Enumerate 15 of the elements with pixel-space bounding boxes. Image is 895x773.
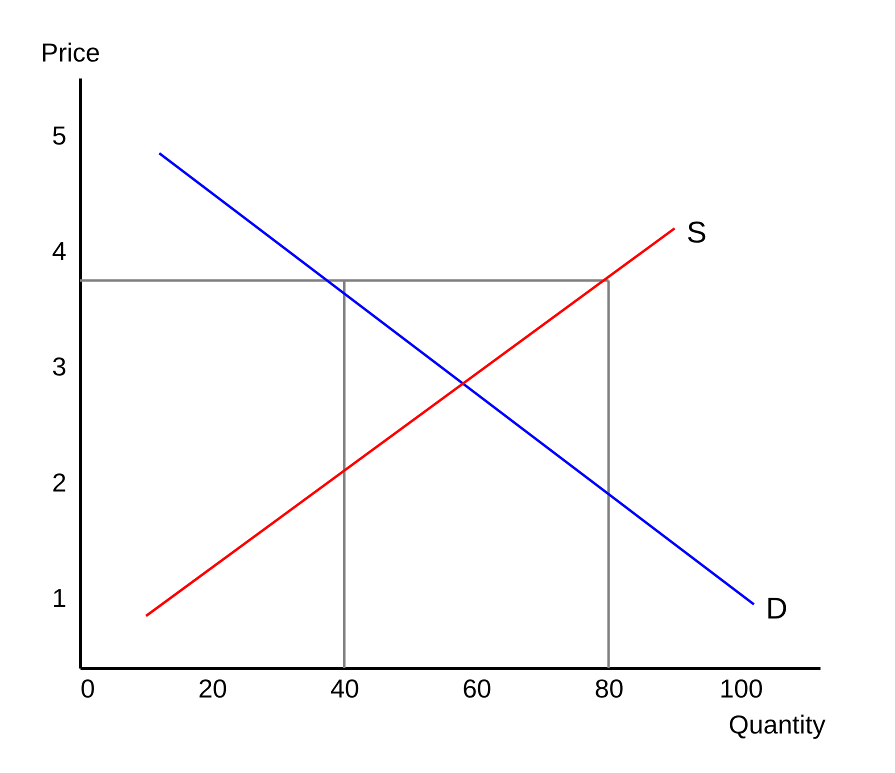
- x-axis-title: Quantity: [728, 710, 826, 740]
- x-tick-label: 0: [80, 674, 95, 704]
- y-tick-label: 4: [52, 236, 66, 266]
- x-tick-label: 40: [330, 674, 360, 704]
- x-tick-label: 20: [198, 674, 228, 704]
- series-label: D: [766, 592, 788, 626]
- series-label: S: [686, 216, 707, 250]
- x-tick-label: 80: [594, 674, 624, 704]
- x-tick-label: 100: [720, 674, 763, 704]
- y-tick-label: 2: [52, 467, 66, 498]
- x-tick-label: 60: [462, 674, 492, 704]
- y-tick-label: 1: [52, 583, 66, 614]
- y-axis-title: Price: [40, 38, 100, 68]
- y-tick-label: 5: [52, 120, 66, 150]
- y-tick-label: 3: [52, 352, 66, 382]
